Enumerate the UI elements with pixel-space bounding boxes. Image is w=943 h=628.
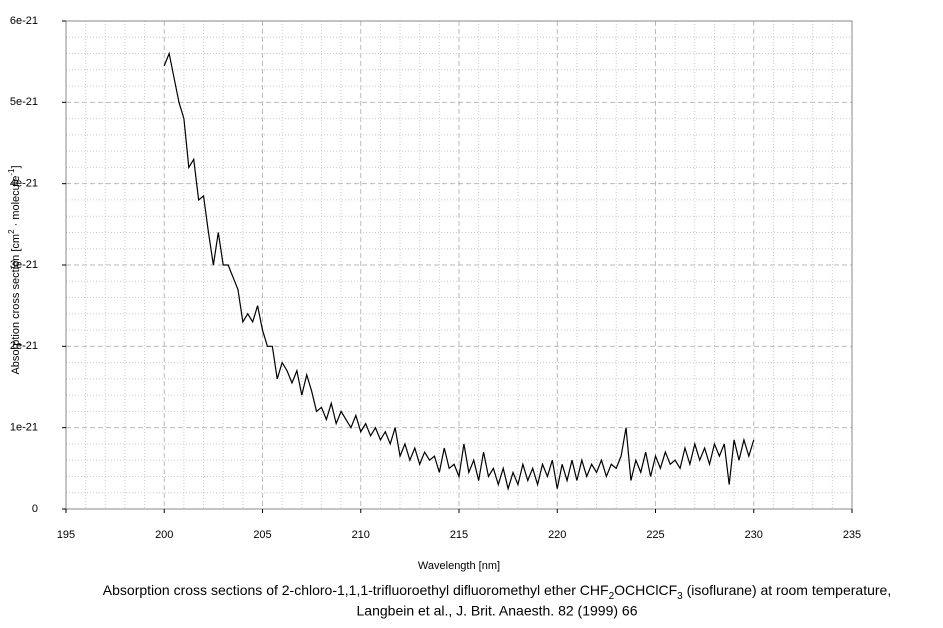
y-tick-label: 1e-21 (10, 422, 38, 434)
caption-part: (isoflurane) at room temperature, (683, 582, 892, 598)
data-line (163, 51, 755, 491)
y-label-sup: -1 (7, 168, 16, 176)
caption: Langbein et al., J. Brit. Anaesth. 82 (1… (357, 603, 638, 619)
y-label-part: Absorption cross section [cm (10, 234, 22, 375)
x-tick-label: 215 (450, 529, 468, 541)
caption-part: OCHClCF (614, 582, 677, 598)
grid (65, 20, 853, 510)
x-tick-label: 220 (548, 529, 566, 541)
x-tick-label: 230 (745, 529, 763, 541)
x-tick-label: 235 (843, 529, 861, 541)
x-tick-label: 210 (352, 529, 370, 541)
y-label-part: ] (10, 165, 22, 168)
y-label-part: · molecule (10, 176, 22, 230)
x-axis-label: Wavelength [nm] (418, 560, 500, 572)
caption: Absorption cross sections of 2-chloro-1,… (103, 582, 891, 602)
x-tick-label: 200 (155, 529, 173, 541)
x-tick-label: 195 (57, 529, 75, 541)
caption-sub: 3 (677, 591, 683, 602)
y-tick-label: 5e-21 (10, 96, 38, 108)
y-tick-label: 6e-21 (10, 15, 38, 27)
caption-sub: 2 (609, 591, 615, 602)
caption-part: Absorption cross sections of 2-chloro-1,… (103, 582, 609, 598)
y-axis-label: Absorption cross section [cm2 · molecule… (7, 165, 22, 374)
y-label-sup: 2 (7, 229, 16, 234)
y-tick-label: 2e-21 (10, 340, 38, 352)
x-tick-label: 225 (646, 529, 664, 541)
y-tick-label: 3e-21 (10, 259, 38, 271)
y-tick-label: 0 (32, 503, 38, 515)
y-tick-label: 4e-21 (10, 178, 38, 190)
x-tick-label: 205 (253, 529, 271, 541)
